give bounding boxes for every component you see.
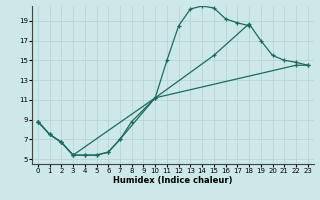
X-axis label: Humidex (Indice chaleur): Humidex (Indice chaleur) [113,176,233,185]
